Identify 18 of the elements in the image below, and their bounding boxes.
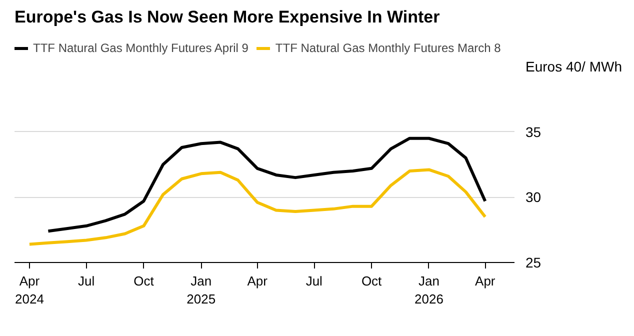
line-series (28, 168, 487, 246)
x-tick-label: Apr 2024 (15, 274, 44, 306)
y-tick-label: Euros 40/ MWh (526, 58, 622, 74)
x-tick-label: Jan 2025 (186, 274, 216, 306)
x-tick-label: Jan 2026 (414, 274, 444, 306)
line-series (46, 136, 487, 233)
x-tick-label: Apr (475, 274, 496, 288)
y-tick-label: 25 (526, 254, 542, 270)
x-tick-label: Oct (361, 274, 382, 288)
legend-label: TTF Natural Gas Monthly Futures March 8 (275, 41, 501, 55)
y-tick-label: 35 (526, 124, 542, 140)
x-tick-label: Jul (306, 274, 323, 288)
x-tick-label: Oct (134, 274, 154, 288)
legend-label: TTF Natural Gas Monthly Futures April 9 (33, 41, 248, 55)
x-tick-label: Apr (247, 274, 268, 288)
x-tick-label: Jul (78, 274, 95, 288)
chart-title: Europe's Gas Is Now Seen More Expensive In Winter (14, 8, 440, 26)
y-tick-label: 30 (526, 189, 542, 206)
